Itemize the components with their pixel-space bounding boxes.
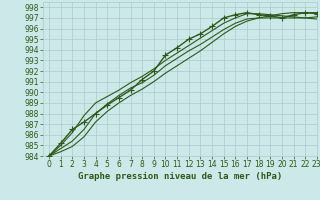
X-axis label: Graphe pression niveau de la mer (hPa): Graphe pression niveau de la mer (hPa) bbox=[78, 172, 282, 181]
